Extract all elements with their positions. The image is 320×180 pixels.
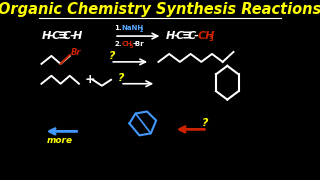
Text: -: - [173,31,178,41]
Text: H: H [73,31,82,41]
Text: 3: 3 [130,44,133,48]
Text: -: - [69,31,74,41]
Text: H: H [42,31,51,41]
Text: -Br: -Br [132,41,144,47]
Text: 2.: 2. [114,41,122,47]
Text: C: C [188,31,196,41]
Text: ?: ? [118,73,124,83]
Text: ≡: ≡ [182,30,193,43]
Text: CH: CH [197,31,215,41]
Text: 3: 3 [209,36,214,42]
Text: CH: CH [122,41,132,47]
Text: C: C [52,31,60,41]
Text: -: - [194,31,198,41]
Text: 1.: 1. [114,25,122,31]
Text: 2: 2 [140,28,143,33]
Text: Br: Br [70,48,81,57]
Text: Organic Chemistry Synthesis Reactions: Organic Chemistry Synthesis Reactions [0,2,320,17]
Text: -: - [48,31,53,41]
Text: ?: ? [202,118,209,128]
Text: H: H [166,31,175,41]
Text: NaNH: NaNH [122,25,144,31]
Text: ≡: ≡ [58,30,68,43]
Text: +: + [85,73,96,86]
Text: C: C [63,31,71,41]
Text: C: C [176,31,184,41]
Text: more: more [47,136,73,145]
Text: ?: ? [109,51,115,61]
